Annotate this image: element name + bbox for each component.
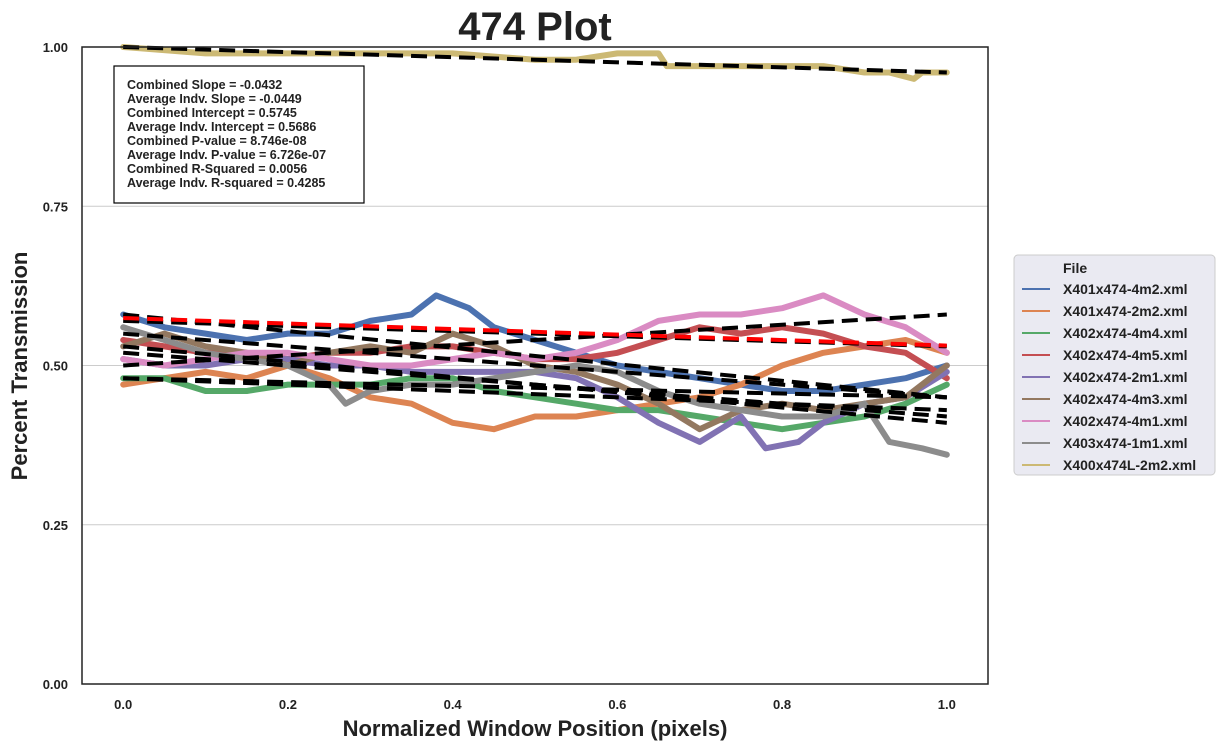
- regression-fits: [122, 45, 948, 425]
- legend-item: X402x474-4m1.xml: [1063, 413, 1188, 429]
- fit-line: [122, 344, 948, 425]
- y-axis-label: Percent Transmission: [7, 252, 32, 481]
- x-tick-label: 1.0: [938, 697, 956, 712]
- fit-line: [123, 331, 947, 400]
- legend-item: X402x474-4m5.xml: [1063, 347, 1188, 363]
- series-line: [120, 337, 950, 433]
- stats-line: Average Indv. P-value = 6.726e-07: [127, 148, 326, 162]
- tick-labels: 0.0 0.2 0.4 0.6 0.8 1.0 0.00 0.25 0.50 0.75 1.00: [43, 40, 956, 712]
- stats-line: Average Indv. Intercept = 0.5686: [127, 120, 316, 134]
- stats-line: Combined R-Squared = 0.0056: [127, 162, 307, 176]
- stats-line: Combined Intercept = 0.5745: [127, 106, 297, 120]
- legend-frame: [1013, 254, 1216, 476]
- plot-frame: [81, 46, 989, 685]
- x-tick-label: 0.4: [444, 697, 463, 712]
- x-axis-label: Normalized Window Position (pixels): [343, 716, 728, 741]
- chart-title: 474 Plot: [458, 5, 611, 49]
- x-tick-label: 0.8: [773, 697, 791, 712]
- stats-line: Combined Slope = -0.0432: [127, 78, 282, 92]
- legend-item: X402x474-4m3.xml: [1063, 391, 1188, 407]
- y-tick-label: 0.50: [43, 359, 68, 374]
- y-tick-label: 1.00: [43, 40, 68, 55]
- fit-line: [122, 312, 948, 400]
- fit-line: [123, 45, 947, 75]
- x-tick-label: 0.2: [279, 697, 297, 712]
- legend-item: X402x474-4m4.xml: [1063, 325, 1188, 341]
- stats-line: Combined P-value = 8.746e-08: [127, 134, 307, 148]
- stats-line: Average Indv. Slope = -0.0449: [127, 92, 302, 106]
- legend-item: X402x474-2m1.xml: [1063, 369, 1188, 385]
- fit-line: [123, 376, 947, 400]
- x-tick-label: 0.6: [608, 697, 626, 712]
- x-tick-label: 0.0: [114, 697, 132, 712]
- fit-line: [123, 376, 947, 413]
- stats-box-frame: [113, 65, 365, 204]
- y-tick-label: 0.00: [43, 677, 68, 692]
- series-line: [120, 292, 950, 369]
- legend-title: File: [1063, 260, 1087, 276]
- legend-item: X401x474-2m2.xml: [1063, 303, 1188, 319]
- stats-line: Average Indv. R-squared = 0.4285: [127, 176, 325, 190]
- y-tick-label: 0.25: [43, 518, 68, 533]
- legend: File X401x474-4m2.xml X401x474-2m2.xml X40…: [1013, 254, 1216, 476]
- series-line: [120, 375, 950, 433]
- y-tick-label: 0.75: [43, 199, 68, 214]
- combined-fit-line: [123, 316, 947, 348]
- fit-line: [123, 312, 947, 368]
- legend-item: X403x474-1m1.xml: [1063, 435, 1188, 451]
- legend-item: X401x474-4m2.xml: [1063, 281, 1188, 297]
- legend-item: X400x474L-2m2.xml: [1063, 457, 1196, 473]
